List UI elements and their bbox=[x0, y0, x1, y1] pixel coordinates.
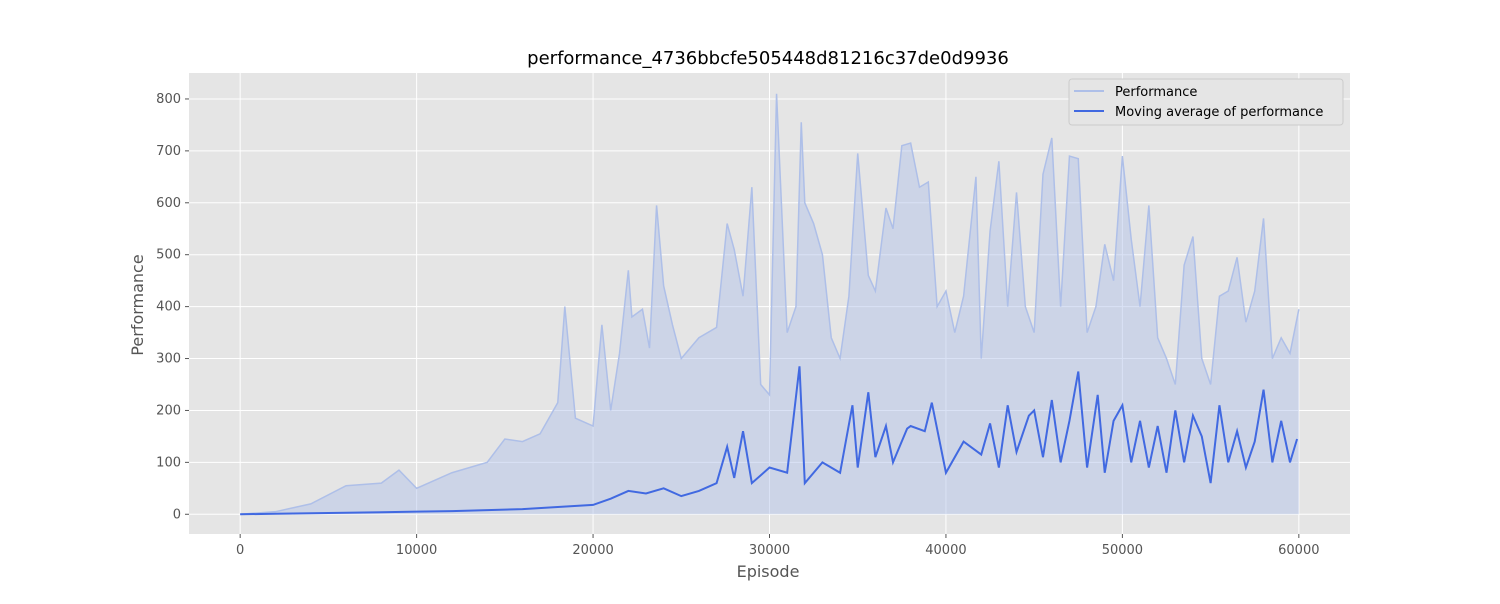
y-tick-label: 300 bbox=[156, 352, 181, 367]
legend-box bbox=[1068, 78, 1344, 126]
y-tick-label: 700 bbox=[156, 144, 181, 159]
performance-series-line bbox=[240, 93, 1300, 516]
x-tick-label: 30000 bbox=[749, 543, 790, 558]
legend: Performance Moving average of performanc… bbox=[1068, 78, 1344, 126]
y-tick-label: 500 bbox=[156, 248, 181, 263]
x-tick-label: 40000 bbox=[925, 543, 966, 558]
y-tick-label: 600 bbox=[156, 196, 181, 211]
moving-average-series-line bbox=[240, 366, 1299, 516]
y-axis-label: Performance bbox=[128, 254, 147, 355]
x-axis-ticks: 0 10000 20000 30000 40000 50000 60000 bbox=[236, 534, 1320, 558]
legend-label-performance: Performance bbox=[1115, 85, 1197, 100]
x-tick-label: 50000 bbox=[1102, 543, 1143, 558]
chart-title: performance_4736bbcfe505448d81216c37de0d… bbox=[527, 48, 1009, 69]
legend-label-moving-average: Moving average of performance bbox=[1115, 105, 1323, 120]
x-tick-label: 0 bbox=[236, 543, 244, 558]
x-axis-label: Episode bbox=[737, 562, 800, 581]
series-layer bbox=[240, 93, 1300, 516]
grid-lines bbox=[189, 73, 1350, 534]
y-tick-label: 0 bbox=[173, 507, 181, 522]
y-tick-label: 800 bbox=[156, 92, 181, 107]
x-tick-label: 10000 bbox=[396, 543, 437, 558]
y-axis-ticks: 0 100 200 300 400 500 600 700 800 bbox=[156, 92, 189, 522]
y-tick-label: 400 bbox=[156, 300, 181, 315]
y-tick-label: 200 bbox=[156, 403, 181, 418]
y-tick-label: 100 bbox=[156, 455, 181, 470]
x-tick-label: 20000 bbox=[572, 543, 613, 558]
x-tick-label: 60000 bbox=[1278, 543, 1319, 558]
